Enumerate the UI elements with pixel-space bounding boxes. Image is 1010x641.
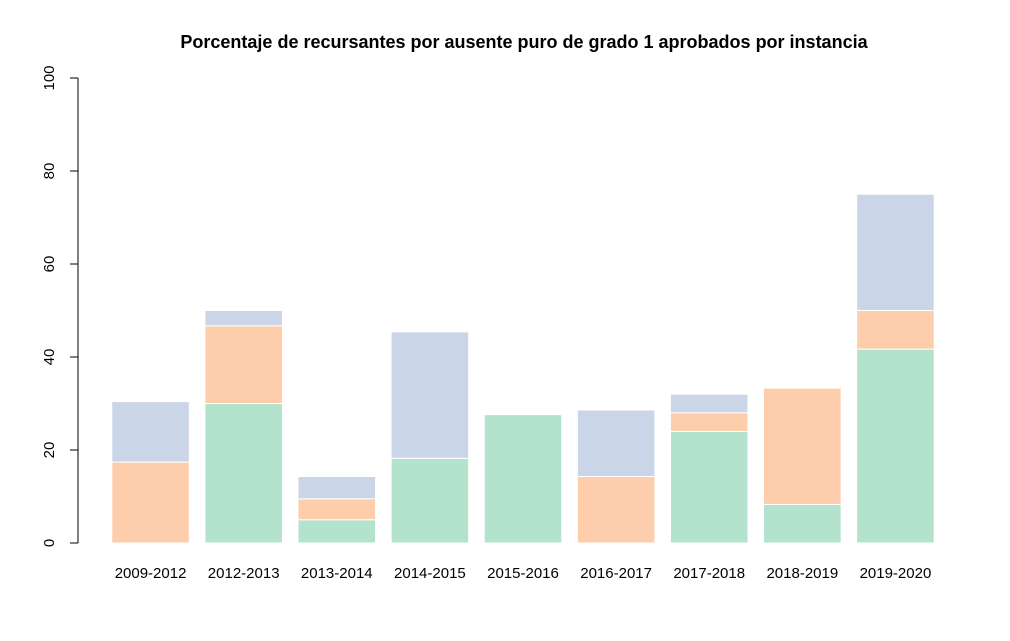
x-tick-label: 2015-2016: [487, 565, 559, 582]
chart-title: Porcentaje de recursantes por ausente pu…: [180, 32, 868, 52]
bar-segment-2017-2018-s3: [669, 393, 749, 414]
bar-segment-2012-2013-s3: [204, 310, 283, 327]
bar-segment-2016-2017-s2: [576, 476, 656, 544]
bar-segment-2019-2020-s3: [856, 193, 935, 311]
bar-segment-2019-2020-s2: [856, 310, 935, 350]
x-tick-label: 2012-2013: [208, 565, 280, 582]
y-axis: 0 20 40 60 80 100: [41, 65, 79, 547]
bar-segment-2018-2019-s1: [763, 503, 842, 544]
bar-segment-2017-2018-s1: [669, 430, 749, 544]
bar-segment-2013-2014-s3: [297, 476, 377, 500]
x-tick-label: 2014-2015: [394, 565, 466, 582]
bar-segment-2014-2015-s3: [390, 331, 470, 459]
bar-segment-2012-2013-s1: [204, 403, 283, 544]
bar-segment-2014-2015-s1: [390, 457, 470, 544]
bar-segment-2019-2020-s1: [856, 348, 935, 544]
bar-segment-2009-2012-s2: [111, 461, 190, 544]
y-tick-label: 80: [41, 163, 58, 180]
x-axis-labels: 2009-2012 2012-2013 2013-2014 2014-2015 2015…: [115, 565, 932, 582]
y-tick-label: 100: [41, 65, 58, 90]
bar-segment-2013-2014-s1: [297, 519, 377, 544]
x-tick-label: 2016-2017: [580, 565, 652, 582]
y-tick-label: 60: [41, 256, 58, 273]
bar-segment-2018-2019-s2: [763, 387, 842, 505]
bar-segment-2013-2014-s2: [297, 498, 377, 521]
bar-segment-2009-2012-s3: [111, 401, 190, 463]
x-tick-label: 2017-2018: [673, 565, 745, 582]
bars-group: [111, 193, 935, 544]
bar-segment-2015-2016-s1: [483, 414, 563, 544]
bar-segment-2016-2017-s3: [576, 409, 656, 478]
bar-segment-2012-2013-s2: [204, 325, 283, 404]
y-tick-label: 40: [41, 349, 58, 366]
y-tick-label: 0: [41, 539, 58, 547]
y-tick-label: 20: [41, 442, 58, 459]
x-tick-label: 2019-2020: [860, 565, 932, 582]
x-tick-label: 2013-2014: [301, 565, 373, 582]
x-tick-label: 2009-2012: [115, 565, 187, 582]
x-tick-label: 2018-2019: [766, 565, 838, 582]
bar-segment-2017-2018-s2: [669, 412, 749, 432]
